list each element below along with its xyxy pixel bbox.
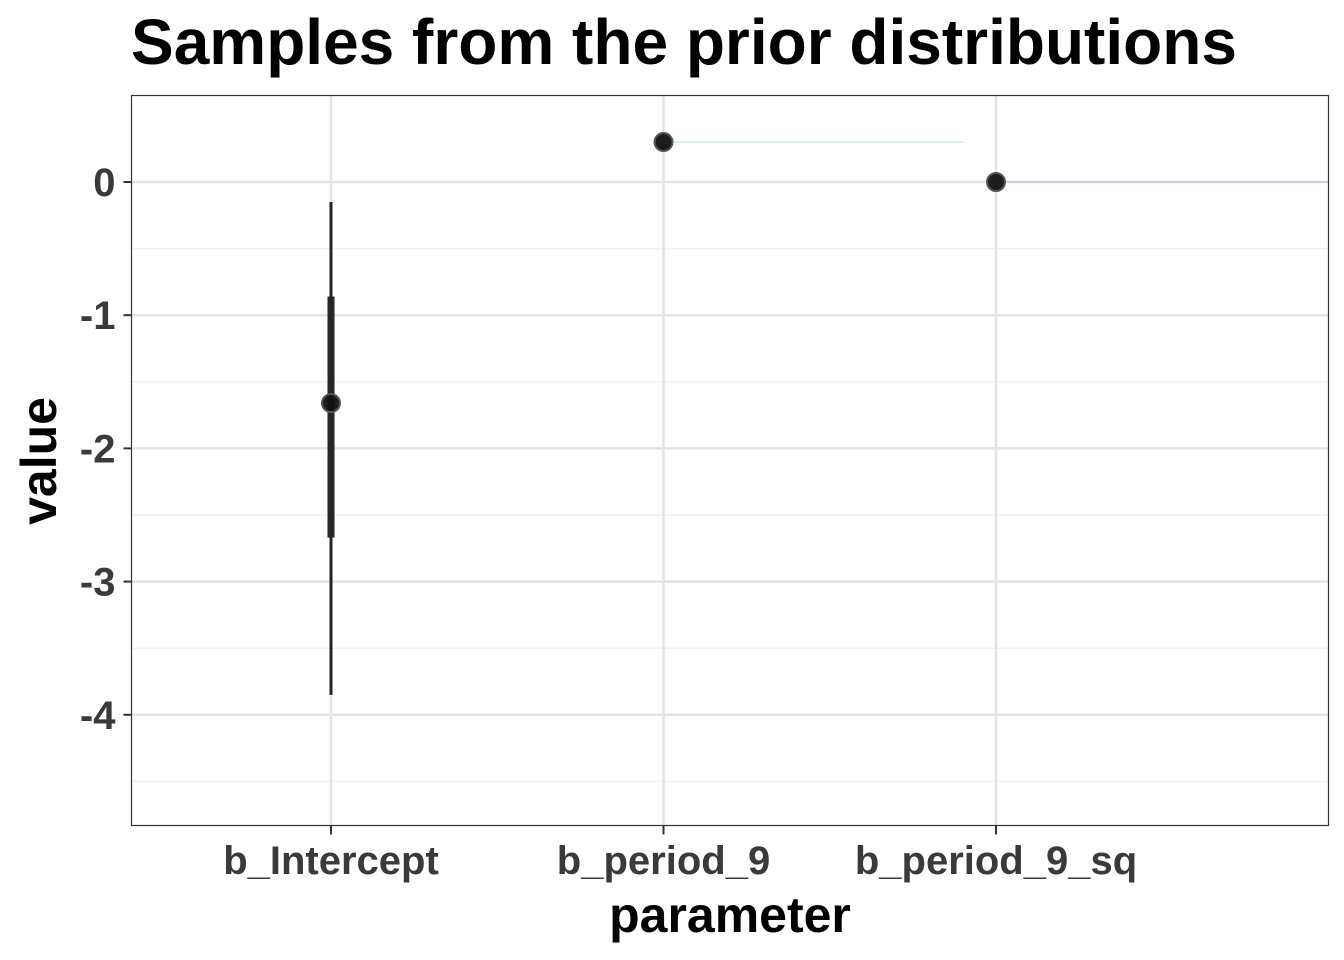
x-tick-label: b_Intercept bbox=[223, 839, 439, 883]
x-tick-label: b_period_9_sq bbox=[855, 839, 1137, 883]
marks bbox=[321, 132, 1006, 695]
y-tick-label: -4 bbox=[80, 694, 116, 738]
plot-panel-border bbox=[130, 94, 1330, 827]
axes: 0 -1 -2 -3 -4 b_Intercept b_period_9 b_period_9… bbox=[80, 161, 1137, 883]
y-axis-title: value bbox=[11, 397, 67, 525]
x-tick-label: b_period_9 bbox=[557, 839, 770, 883]
median-point-b-intercept bbox=[321, 393, 341, 414]
median-point-b-period-9 bbox=[653, 132, 674, 153]
traces bbox=[663, 141, 1329, 183]
chart-title: Samples from the prior distributions bbox=[131, 6, 1237, 78]
y-tick-label: -2 bbox=[80, 427, 116, 471]
y-tick-label: 0 bbox=[93, 161, 115, 205]
median-point-b-period-9-sq bbox=[986, 172, 1006, 192]
y-tick-label: -1 bbox=[80, 294, 116, 338]
y-tick-label: -3 bbox=[80, 561, 116, 605]
x-axis-title: parameter bbox=[609, 887, 851, 943]
